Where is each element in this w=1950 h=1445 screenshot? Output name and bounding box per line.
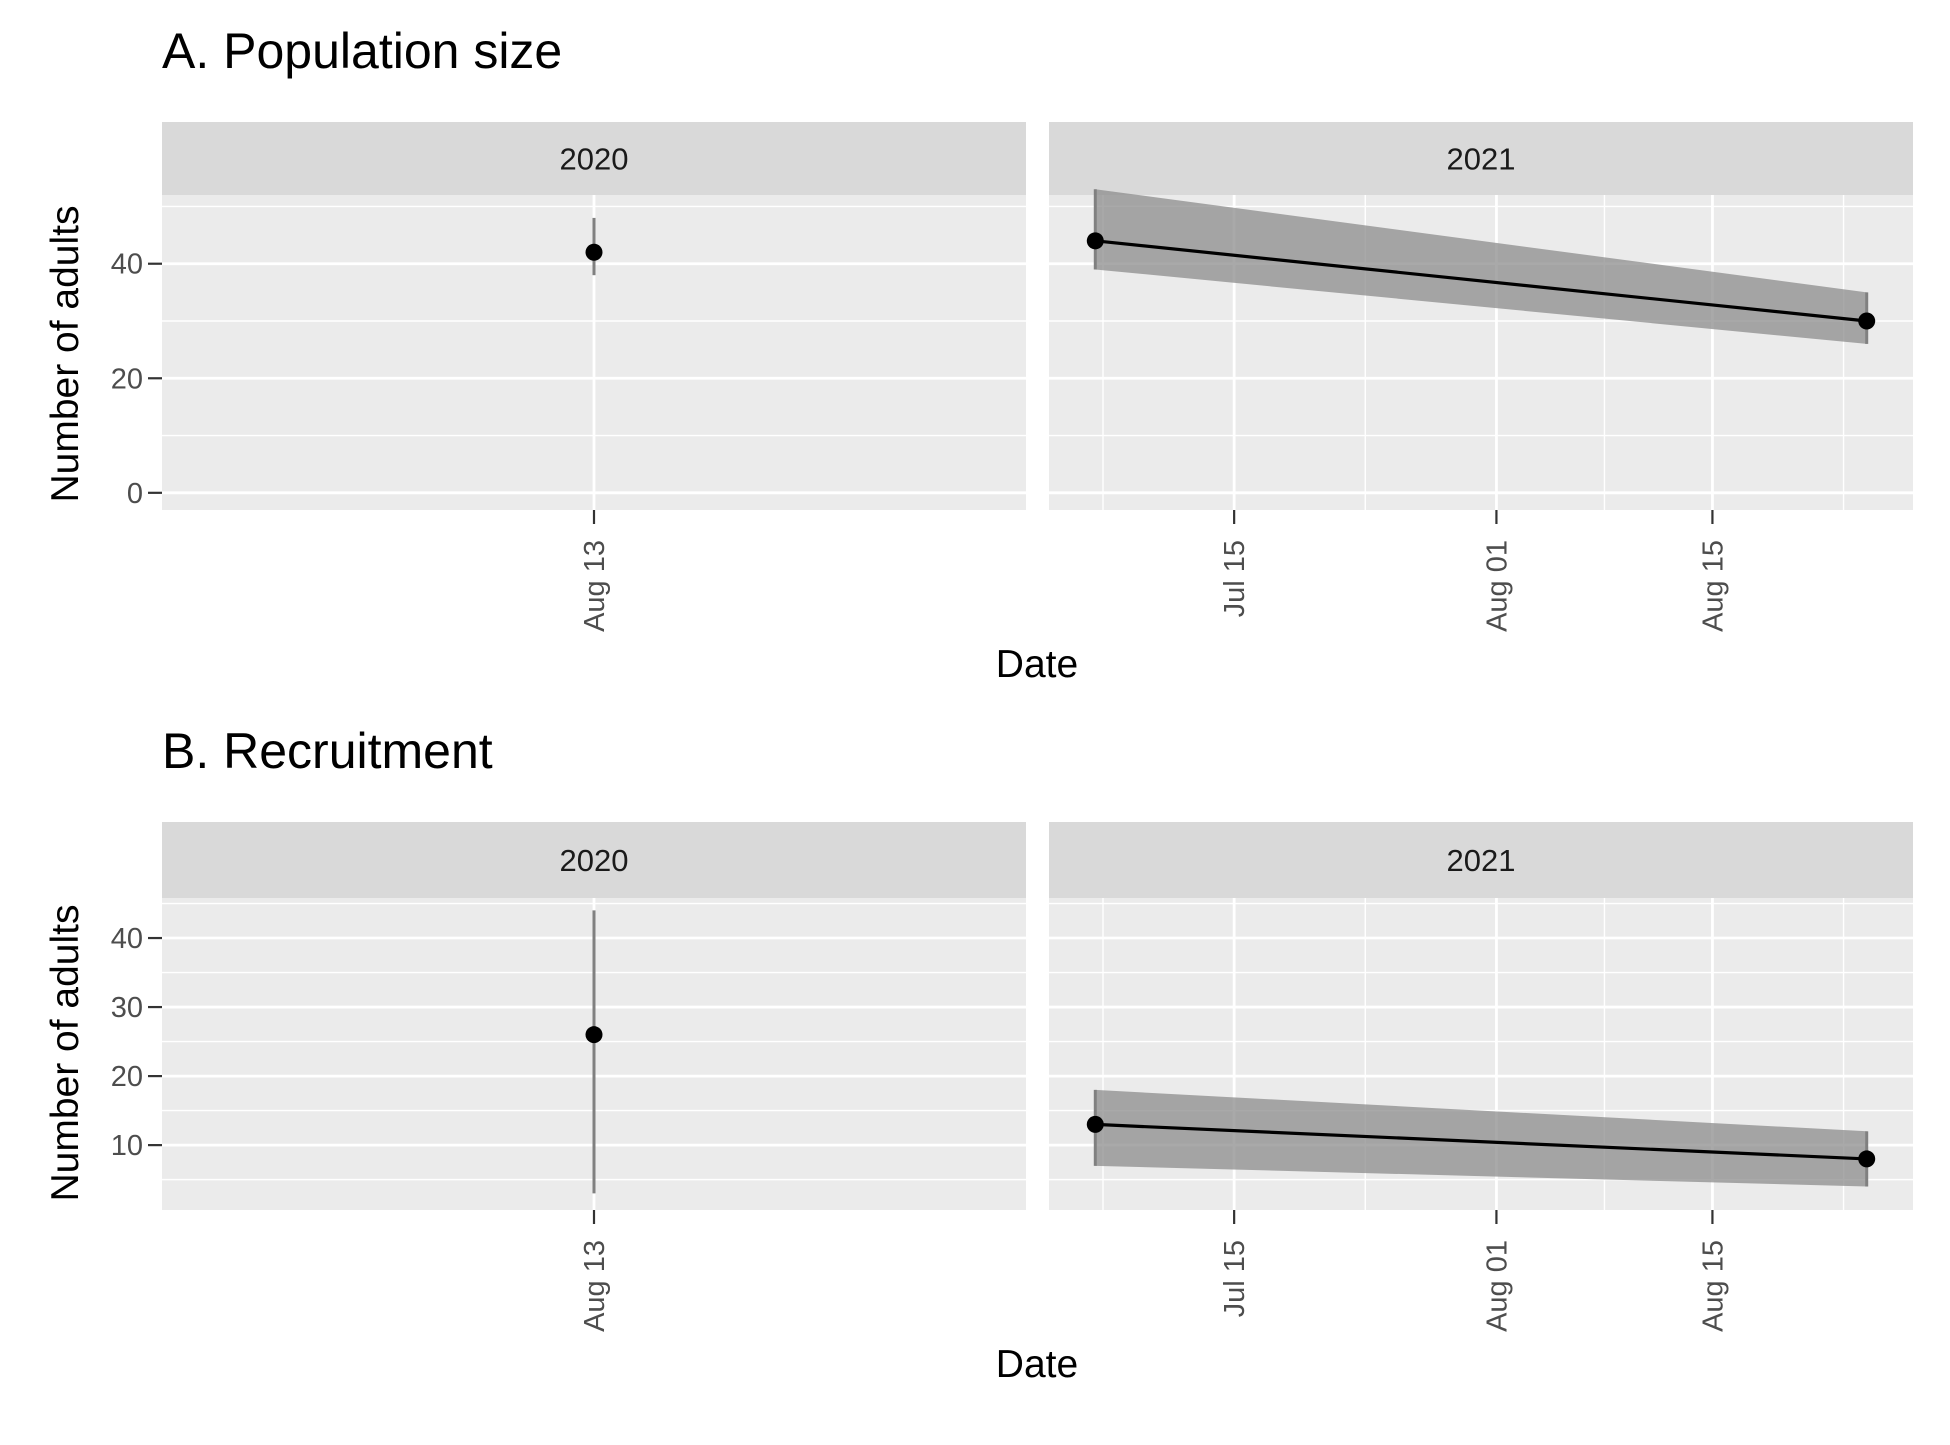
facet-strip-label: 2020 bbox=[560, 142, 629, 177]
facet-2020: 2020 Aug 13 bbox=[162, 122, 1026, 632]
facet-strip bbox=[162, 122, 1026, 195]
facet-strip-label: 2021 bbox=[1447, 142, 1516, 177]
x-axis-title: Date bbox=[996, 1343, 1078, 1386]
y-tick-label: 10 bbox=[111, 1130, 143, 1162]
facet-strip-label: 2021 bbox=[1447, 843, 1516, 878]
y-axis-title: Number of adults bbox=[44, 905, 87, 1202]
trend-line bbox=[1095, 239, 1867, 323]
confidence-ribbon bbox=[1095, 1089, 1867, 1187]
facet-2021: 2021 Jul 15 Aug 01 Aug 15 bbox=[1049, 122, 1913, 632]
facet-strip bbox=[1049, 122, 1913, 195]
data-point bbox=[1858, 1150, 1876, 1168]
x-tick-label: Aug 15 bbox=[1697, 1240, 1729, 1332]
x-tick-label: Aug 01 bbox=[1481, 1240, 1513, 1332]
facet-2020: 2020 Aug 13 bbox=[162, 822, 1026, 1332]
facet-strip-label: 2020 bbox=[560, 843, 629, 878]
y-tick-label: 20 bbox=[111, 363, 143, 395]
chart-title: B. Recruitment bbox=[162, 723, 493, 779]
x-tick-label: Aug 01 bbox=[1481, 540, 1513, 632]
facet-2021: 2021 Jul 15 Aug 01 Aug 15 bbox=[1049, 822, 1913, 1332]
x-tick-label: Jul 15 bbox=[1219, 1240, 1251, 1317]
x-tick-label: Aug 13 bbox=[579, 540, 611, 632]
x-tick-label: Jul 15 bbox=[1219, 540, 1251, 617]
y-tick-label: 30 bbox=[111, 992, 143, 1024]
chart-2: B. Recruitment 10 20 30 40 Number of adults Da… bbox=[44, 723, 1913, 1386]
y-tick-label: 0 bbox=[127, 478, 143, 510]
x-tick-label: Aug 15 bbox=[1697, 540, 1729, 632]
confidence-ribbon bbox=[1095, 189, 1867, 344]
x-tick-label: Aug 13 bbox=[579, 1240, 611, 1332]
x-axis-title: Date bbox=[996, 643, 1078, 686]
y-tick-label: 40 bbox=[111, 249, 143, 281]
data-point bbox=[585, 1026, 603, 1044]
data-point bbox=[1086, 232, 1104, 250]
y-tick-label: 40 bbox=[111, 923, 143, 955]
facet-strip bbox=[162, 822, 1026, 898]
data-point bbox=[1086, 1115, 1104, 1133]
facet-strip bbox=[1049, 822, 1913, 898]
y-axis-title: Number of adults bbox=[44, 206, 87, 503]
chart-1: A. Population size 0 20 40 Number of adults D… bbox=[44, 23, 1913, 686]
chart-title: A. Population size bbox=[162, 23, 562, 79]
data-point bbox=[1858, 312, 1876, 330]
trend-line bbox=[1095, 1122, 1867, 1161]
y-tick-label: 20 bbox=[111, 1061, 143, 1093]
data-point bbox=[585, 243, 603, 261]
